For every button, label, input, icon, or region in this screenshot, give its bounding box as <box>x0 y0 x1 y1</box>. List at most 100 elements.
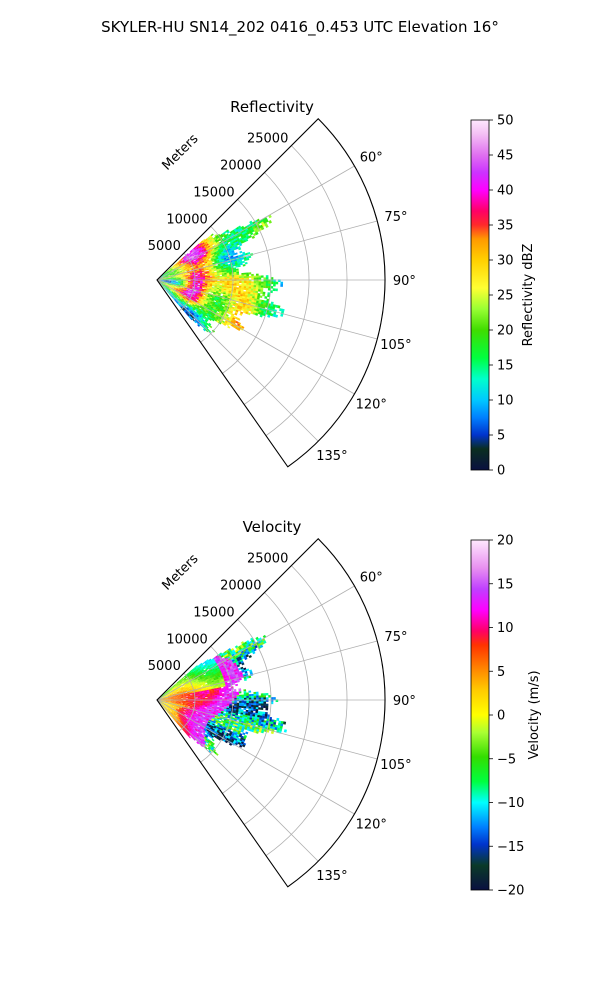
reflectivity-echo-cell <box>180 282 184 284</box>
reflectivity-echo-cell <box>231 233 235 237</box>
reflectivity-echo-cell <box>214 277 218 279</box>
reflectivity-echo-cell <box>203 289 207 292</box>
reflectivity-echo-cell <box>193 266 197 269</box>
reflectivity-echo-cell <box>265 300 269 304</box>
velocity-echo-cell <box>237 712 241 715</box>
reflectivity-echo-cell <box>173 283 176 285</box>
reflectivity-echo-cell <box>246 272 249 275</box>
reflectivity-echo-cell <box>209 254 213 258</box>
velocity-echo-cell <box>258 697 262 700</box>
reflectivity-echo-cell <box>192 263 195 266</box>
reflectivity-echo-cell <box>207 281 211 283</box>
reflectivity-echo-cell <box>268 220 272 224</box>
reflectivity-echo-cell <box>197 286 200 289</box>
reflectivity-echo-cell <box>226 269 230 272</box>
reflectivity-echo-cell <box>173 269 177 272</box>
reflectivity-echo-cell <box>199 257 203 260</box>
reflectivity-echo-cell <box>178 264 182 267</box>
reflectivity-echo-cell <box>212 281 215 284</box>
reflectivity-echo-cell <box>173 277 176 279</box>
reflectivity-echo-cell <box>273 283 276 287</box>
reflectivity-echo-cell <box>238 247 242 251</box>
reflectivity-echo-cell <box>234 281 237 283</box>
velocity-echo-cell <box>265 692 269 696</box>
reflectivity-echo-cell <box>167 274 171 276</box>
reflectivity-echo-cell <box>202 282 206 284</box>
reflectivity-echo-cell <box>195 245 198 248</box>
reflectivity-echo-cell <box>241 284 245 287</box>
reflectivity-echo-cell <box>163 280 167 282</box>
reflectivity-echo-cell <box>251 275 254 278</box>
reflectivity-echo-cell <box>219 252 222 255</box>
reflectivity-echo-cell <box>166 281 169 282</box>
reflectivity-echo-cell <box>221 245 225 248</box>
reflectivity-echo-cell <box>207 273 210 276</box>
reflectivity-echo-cell <box>169 267 172 270</box>
reflectivity-echo-cell <box>236 238 241 242</box>
reflectivity-echo-cell <box>238 285 242 288</box>
reflectivity-echo-cell <box>223 250 227 253</box>
reflectivity-echo-cell <box>201 270 205 273</box>
reflectivity-echo-cell <box>214 260 218 263</box>
reflectivity-echo-cell <box>192 249 195 252</box>
velocity-echo-cell <box>265 697 269 700</box>
reflectivity-echo-cell <box>217 254 221 257</box>
reflectivity-echo-cell <box>207 278 211 280</box>
reflectivity-echo-cell <box>207 283 210 285</box>
reflectivity-echo-cell <box>179 266 183 268</box>
reflectivity-echo-cell <box>213 241 217 245</box>
velocity-echo-cell <box>226 698 230 700</box>
reflectivity-echo-cell <box>228 243 232 246</box>
velocity-echo-cell <box>217 704 220 706</box>
reflectivity-echo-cell <box>234 233 238 237</box>
reflectivity-echo-cell <box>191 251 194 255</box>
reflectivity-echo-cell <box>190 284 193 287</box>
reflectivity-echo-cell <box>196 288 200 290</box>
reflectivity-echo-cell <box>168 270 172 273</box>
reflectivity-echo-cell <box>212 273 215 275</box>
reflectivity-echo-cell <box>173 276 176 278</box>
reflectivity-echo-cell <box>224 274 228 276</box>
reflectivity-echo-cell <box>243 284 247 287</box>
reflectivity-echo-cell <box>183 262 186 265</box>
reflectivity-echo-cell <box>173 281 177 282</box>
reflectivity-echo-cell <box>182 264 185 267</box>
reflectivity-echo-cell <box>183 280 186 282</box>
reflectivity-echo-cell <box>189 257 192 260</box>
reflectivity-echo-cell <box>180 261 183 264</box>
reflectivity-echo-cell <box>220 243 224 247</box>
velocity-echo-cell <box>229 696 232 699</box>
reflectivity-echo-cell <box>223 240 228 243</box>
reflectivity-echo-cell <box>202 264 206 267</box>
reflectivity-echo-cell <box>191 256 194 259</box>
reflectivity-echo-cell <box>263 283 267 286</box>
reflectivity-echo-cell <box>243 277 247 280</box>
reflectivity-echo-cell <box>224 284 227 287</box>
reflectivity-echo-cell <box>243 291 246 294</box>
reflectivity-echo-cell <box>180 284 183 286</box>
reflectivity-echo-cell <box>257 295 261 298</box>
reflectivity-echo-cell <box>224 280 228 283</box>
reflectivity-echo-cell <box>189 285 193 287</box>
reflectivity-echo-cell <box>165 274 168 277</box>
reflectivity-echo-cell <box>208 251 212 255</box>
reflectivity-echo-cell <box>226 285 230 287</box>
reflectivity-echo-cell <box>194 285 198 287</box>
reflectivity-echo-cell <box>194 252 198 256</box>
reflectivity-echo-cell <box>228 237 232 241</box>
reflectivity-echo-cell <box>188 256 192 260</box>
reflectivity-echo-cell <box>183 268 187 270</box>
reflectivity-echo-cell <box>199 288 203 290</box>
reflectivity-echo-cell <box>236 228 241 232</box>
reflectivity-echo-cell <box>213 236 217 240</box>
reflectivity-echo-cell <box>262 293 266 297</box>
reflectivity-echo-cell <box>180 257 183 261</box>
reflectivity-echo-cell <box>202 263 206 266</box>
reflectivity-echo-cell <box>205 256 209 260</box>
reflectivity-echo-cell <box>227 236 231 240</box>
reflectivity-echo-cell <box>280 284 284 287</box>
reflectivity-echo-cell <box>241 277 245 280</box>
reflectivity-echo-cell <box>201 245 205 248</box>
reflectivity-echo-cell <box>201 250 205 253</box>
reflectivity-echo-cell <box>242 292 246 296</box>
